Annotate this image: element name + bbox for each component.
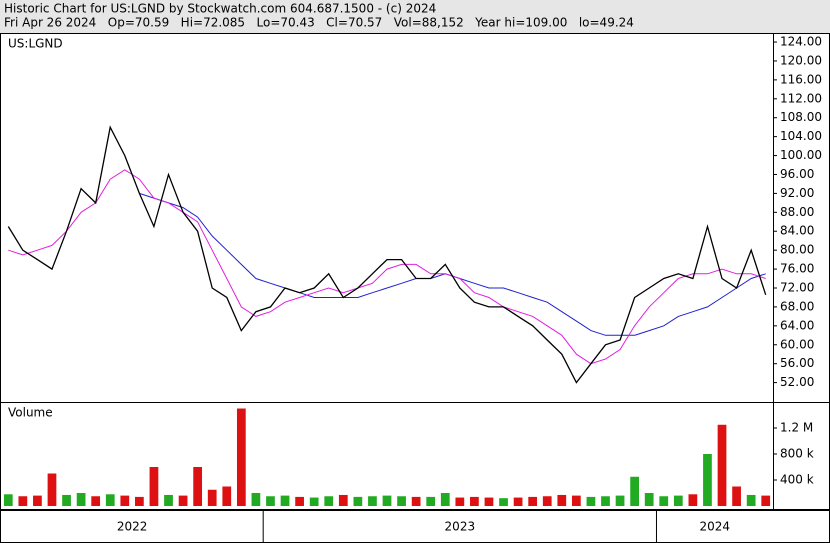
volume-bar <box>76 493 86 506</box>
plot-frame <box>0 33 774 510</box>
chart-subtitle: Fri Apr 26 2024 Op=70.59 Hi=72.085 Lo=70… <box>4 16 634 30</box>
volume-bar <box>659 496 669 506</box>
volume-bar <box>120 495 130 506</box>
y-tick-label: 108.00 <box>780 110 822 124</box>
volume-bar <box>571 495 581 506</box>
y-tick-label: 60.00 <box>780 337 814 351</box>
x-tick-label: 2022 <box>117 520 148 534</box>
volume-bar <box>222 486 232 506</box>
volume-bar <box>586 496 596 506</box>
y-tick-label: 52.00 <box>780 375 814 389</box>
y-tick-label: 124.00 <box>780 35 822 49</box>
volume-bar <box>324 496 334 506</box>
volume-bar <box>542 496 552 506</box>
volume-bar <box>18 496 28 506</box>
x-tick-label: 2024 <box>699 520 730 534</box>
volume-bar <box>688 494 698 506</box>
volume-bar <box>426 496 436 506</box>
y2-tick-label: 1.2 M <box>780 421 813 435</box>
volume-bar <box>353 496 363 506</box>
volume-bar <box>3 494 13 506</box>
volume-bar <box>470 496 479 506</box>
volume-bar <box>207 489 217 506</box>
volume-bar <box>295 496 304 506</box>
y-tick-label: 112.00 <box>780 91 822 105</box>
volume-bar <box>732 486 741 506</box>
volume-bar <box>135 496 144 506</box>
y-tick-label: 84.00 <box>780 224 814 238</box>
volume-bar <box>178 495 188 506</box>
volume-label: Volume <box>8 406 53 420</box>
axis-frame <box>773 33 830 510</box>
y-tick-label: 68.00 <box>780 299 814 313</box>
volume-bar <box>338 494 348 506</box>
y-tick-label: 72.00 <box>780 281 814 295</box>
volume-bar <box>280 495 290 506</box>
volume-bar <box>33 495 42 506</box>
volume-bar <box>91 496 101 506</box>
volume-bar <box>746 494 756 506</box>
volume-bar <box>149 467 159 506</box>
volume-bar <box>615 495 625 506</box>
volume-bar <box>528 496 538 506</box>
volume-bar <box>761 495 771 506</box>
volume-bar <box>484 497 494 506</box>
volume-bar <box>309 497 319 506</box>
volume-bar <box>644 493 654 506</box>
y-tick-label: 104.00 <box>780 129 822 143</box>
price-line <box>8 169 766 365</box>
volume-bar <box>105 494 115 506</box>
volume-bar <box>251 493 261 506</box>
y-tick-label: 64.00 <box>780 318 814 332</box>
volume-bar <box>193 467 203 506</box>
y-tick-label: 88.00 <box>780 205 814 219</box>
volume-bar <box>703 454 712 506</box>
volume-bar <box>673 495 683 506</box>
volume-bar <box>266 496 275 506</box>
symbol-label: US:LGND <box>8 37 63 51</box>
volume-bar <box>455 497 465 506</box>
volume-bar <box>717 424 727 506</box>
y-tick-label: 92.00 <box>780 186 814 200</box>
volume-bar <box>440 493 450 506</box>
volume-bar <box>368 496 377 506</box>
volume-bar <box>411 496 421 506</box>
y2-tick-label: 800 k <box>780 447 814 461</box>
volume-bar <box>382 495 392 506</box>
y2-tick-label: 400 k <box>780 473 814 487</box>
volume-bar <box>513 497 523 506</box>
volume-bar <box>557 494 567 506</box>
volume-bar <box>62 494 71 506</box>
volume-bar <box>47 473 57 506</box>
y-tick-label: 100.00 <box>780 148 822 162</box>
volume-bar <box>397 496 406 506</box>
volume-bar <box>236 408 246 506</box>
y-tick-label: 80.00 <box>780 243 814 257</box>
y-tick-label: 56.00 <box>780 356 814 370</box>
y-tick-label: 120.00 <box>780 53 822 67</box>
y-tick-label: 116.00 <box>780 72 822 86</box>
volume-bar <box>164 494 173 506</box>
chart-title: Historic Chart for US:LGND by Stockwatch… <box>4 2 436 16</box>
volume-bar <box>499 498 508 506</box>
y-tick-label: 96.00 <box>780 167 814 181</box>
volume-bar <box>601 496 610 506</box>
y-tick-label: 76.00 <box>780 262 814 276</box>
x-tick-label: 2023 <box>445 520 476 534</box>
price-line <box>7 125 767 384</box>
volume-bar <box>630 476 639 506</box>
